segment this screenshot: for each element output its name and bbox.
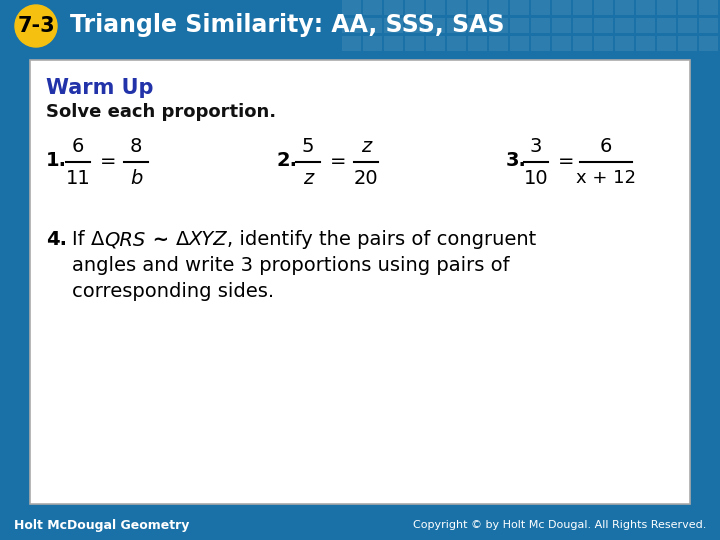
Bar bbox=[573, 36, 592, 51]
Text: =: = bbox=[558, 152, 575, 171]
Bar bbox=[384, 36, 403, 51]
Text: If: If bbox=[72, 230, 91, 249]
Bar bbox=[552, 36, 571, 51]
Bar bbox=[405, 18, 424, 33]
Bar bbox=[510, 36, 529, 51]
Bar bbox=[657, 0, 676, 15]
Bar bbox=[552, 0, 571, 15]
Bar bbox=[531, 0, 550, 15]
Bar bbox=[531, 18, 550, 33]
Text: corresponding sides.: corresponding sides. bbox=[72, 282, 274, 301]
Text: 5: 5 bbox=[302, 137, 314, 156]
Bar bbox=[447, 0, 466, 15]
Bar bbox=[489, 36, 508, 51]
Text: Δ: Δ bbox=[91, 230, 104, 249]
Text: ∼: ∼ bbox=[145, 230, 176, 249]
Bar bbox=[405, 36, 424, 51]
Bar bbox=[363, 36, 382, 51]
Bar bbox=[489, 18, 508, 33]
Text: 7-3: 7-3 bbox=[17, 16, 55, 36]
Bar bbox=[552, 18, 571, 33]
Bar bbox=[510, 18, 529, 33]
Bar bbox=[615, 0, 634, 15]
Bar bbox=[447, 18, 466, 33]
Text: 1.: 1. bbox=[46, 151, 67, 170]
Bar bbox=[594, 36, 613, 51]
Bar bbox=[342, 36, 361, 51]
Text: x + 12: x + 12 bbox=[576, 169, 636, 187]
Bar bbox=[678, 36, 697, 51]
Bar bbox=[468, 36, 487, 51]
Bar bbox=[615, 36, 634, 51]
Bar bbox=[678, 0, 697, 15]
Bar bbox=[447, 36, 466, 51]
Text: 3: 3 bbox=[530, 137, 542, 156]
Bar bbox=[342, 0, 361, 15]
Text: 3.: 3. bbox=[506, 151, 527, 170]
Text: Solve each proportion.: Solve each proportion. bbox=[46, 103, 276, 121]
Bar bbox=[510, 0, 529, 15]
Bar bbox=[573, 0, 592, 15]
Bar bbox=[531, 36, 550, 51]
Bar bbox=[0, 510, 720, 540]
Text: 2.: 2. bbox=[276, 151, 297, 170]
Bar bbox=[657, 36, 676, 51]
Bar bbox=[573, 18, 592, 33]
Text: 10: 10 bbox=[523, 168, 549, 187]
Text: 6: 6 bbox=[72, 137, 84, 156]
Bar bbox=[615, 18, 634, 33]
Bar bbox=[678, 18, 697, 33]
Text: z: z bbox=[303, 168, 313, 187]
Circle shape bbox=[15, 5, 57, 47]
Text: Δ: Δ bbox=[176, 230, 189, 249]
Text: z: z bbox=[361, 137, 371, 156]
Text: Triangle Similarity: AA, SSS, SAS: Triangle Similarity: AA, SSS, SAS bbox=[70, 13, 505, 37]
Bar bbox=[699, 0, 718, 15]
Text: b: b bbox=[130, 168, 142, 187]
Bar bbox=[636, 36, 655, 51]
Bar bbox=[489, 0, 508, 15]
Text: , identify the pairs of congruent: , identify the pairs of congruent bbox=[228, 230, 536, 249]
Bar bbox=[468, 18, 487, 33]
Bar bbox=[363, 0, 382, 15]
Text: Holt McDougal Geometry: Holt McDougal Geometry bbox=[14, 518, 189, 531]
Text: 11: 11 bbox=[66, 168, 91, 187]
Bar bbox=[342, 18, 361, 33]
Bar bbox=[594, 0, 613, 15]
Bar bbox=[0, 0, 720, 52]
Bar bbox=[657, 18, 676, 33]
Text: angles and write 3 proportions using pairs of: angles and write 3 proportions using pai… bbox=[72, 256, 510, 275]
Text: 20: 20 bbox=[354, 168, 378, 187]
Text: QRS: QRS bbox=[104, 230, 145, 249]
Bar bbox=[468, 0, 487, 15]
Text: Copyright © by Holt Mc Dougal. All Rights Reserved.: Copyright © by Holt Mc Dougal. All Right… bbox=[413, 520, 706, 530]
FancyBboxPatch shape bbox=[30, 60, 690, 504]
Bar bbox=[699, 36, 718, 51]
Bar bbox=[405, 0, 424, 15]
Text: XYZ: XYZ bbox=[189, 230, 228, 249]
Bar bbox=[594, 18, 613, 33]
Bar bbox=[636, 18, 655, 33]
Bar bbox=[384, 0, 403, 15]
Text: 4.: 4. bbox=[46, 230, 67, 249]
Text: 6: 6 bbox=[600, 137, 612, 156]
Bar bbox=[363, 18, 382, 33]
Bar bbox=[636, 0, 655, 15]
Bar bbox=[426, 36, 445, 51]
Bar bbox=[384, 18, 403, 33]
Bar bbox=[699, 18, 718, 33]
Text: Warm Up: Warm Up bbox=[46, 78, 153, 98]
Bar bbox=[426, 18, 445, 33]
Text: 8: 8 bbox=[130, 137, 142, 156]
Text: =: = bbox=[330, 152, 346, 171]
Text: =: = bbox=[100, 152, 116, 171]
Bar bbox=[426, 0, 445, 15]
